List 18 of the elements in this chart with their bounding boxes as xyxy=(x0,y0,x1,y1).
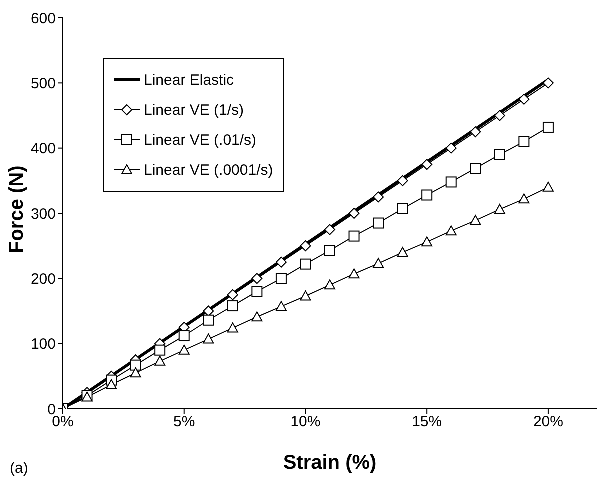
legend-label: Linear VE (.0001/s) xyxy=(144,162,274,178)
legend-label: Linear Elastic xyxy=(144,72,234,88)
x-axis-title: Strain (%) xyxy=(283,452,377,474)
x-tick-label: 20% xyxy=(533,414,564,431)
text: (a) xyxy=(10,460,28,477)
x-tick-label: 0% xyxy=(52,414,74,431)
y-tick-label: 400 xyxy=(30,140,56,158)
y-tick-label: 500 xyxy=(30,75,56,92)
x-tick-label: 15% xyxy=(412,414,442,431)
y-tick-label: 600 xyxy=(30,10,56,28)
y-tick-label: 200 xyxy=(30,270,56,288)
y-tick-label: 300 xyxy=(30,206,56,223)
x-tick-label: 10% xyxy=(290,414,321,431)
legend-label: Linear VE (1/s) xyxy=(144,102,244,118)
x-tick-label: 5% xyxy=(174,414,196,431)
y-axis-title: Force (N) xyxy=(6,166,28,254)
y-tick-label: 100 xyxy=(30,336,56,354)
legend-label: Linear VE (.01/s) xyxy=(144,132,257,148)
